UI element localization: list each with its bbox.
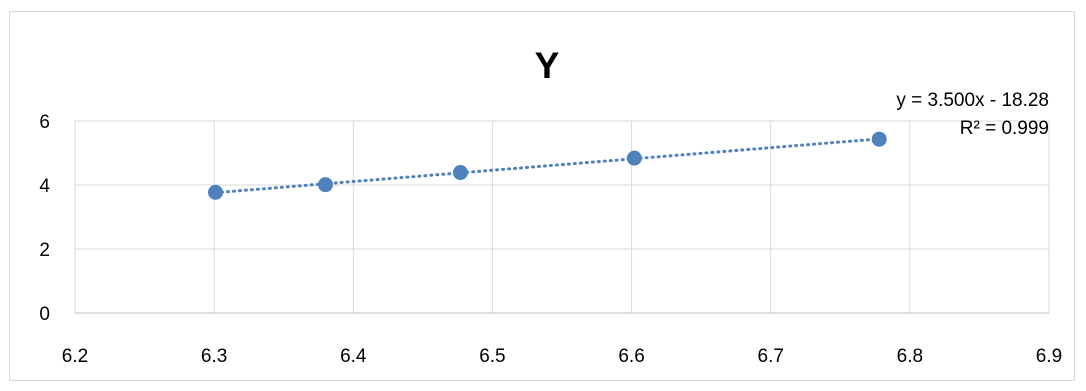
y-tick-label: 6	[39, 112, 50, 133]
y-tick-label: 2	[39, 240, 50, 261]
x-tick-label: 6.7	[758, 346, 784, 367]
y-tick-label: 0	[39, 304, 50, 325]
x-tick-label: 6.8	[897, 346, 923, 367]
data-point	[452, 165, 468, 181]
x-tick-label: 6.4	[340, 346, 367, 367]
chart-area	[9, 11, 1075, 381]
x-tick-label: 6.6	[618, 346, 644, 367]
data-point	[871, 131, 887, 147]
x-tick-label: 6.5	[479, 346, 505, 367]
axis-tick-labels: 0 2 4 6 6.2 6.3 6.4 6.5 6.6 6.7 6.8 6.9	[39, 112, 1062, 367]
data-points	[208, 131, 887, 200]
chart-title: Y	[535, 45, 560, 86]
data-point	[317, 177, 333, 193]
trendline-r-squared: R² = 0.999	[960, 118, 1049, 139]
data-point	[626, 150, 642, 166]
x-tick-label: 6.2	[62, 346, 88, 367]
data-point	[208, 184, 224, 200]
x-tick-label: 6.9	[1036, 346, 1062, 367]
trendline-equation: y = 3.500x - 18.28	[896, 90, 1049, 111]
y-tick-label: 4	[39, 176, 50, 197]
x-tick-label: 6.3	[201, 346, 227, 367]
gridlines	[74, 120, 1050, 314]
